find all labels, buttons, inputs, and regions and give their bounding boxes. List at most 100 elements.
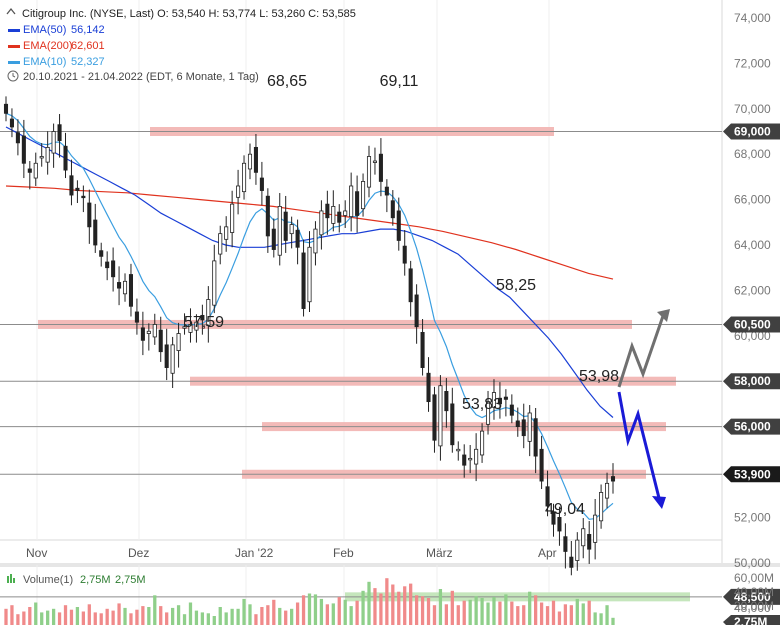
price-tag-label: 69,000 <box>734 125 771 139</box>
candle-body <box>515 420 520 427</box>
candle-body <box>503 396 508 400</box>
volume-bar <box>474 596 478 625</box>
candle-body <box>164 344 169 368</box>
candle-body <box>81 195 86 199</box>
candle-body <box>521 419 526 437</box>
candle-body <box>146 330 151 334</box>
volume-bar <box>379 593 383 625</box>
candle-body <box>57 124 62 141</box>
candle-body <box>206 299 211 326</box>
volume-bar <box>295 602 300 625</box>
volume-bar <box>557 611 562 625</box>
candle-body <box>122 280 128 295</box>
volume-bar <box>81 611 85 625</box>
volume-bar <box>456 605 460 625</box>
month-label: Nov <box>26 546 47 560</box>
candle-body <box>444 391 449 412</box>
candle-body <box>474 448 479 465</box>
volume-bar <box>206 613 210 625</box>
volume-bar <box>301 595 306 625</box>
candle-body <box>283 211 288 241</box>
candle-body <box>301 252 306 309</box>
candle-body <box>593 514 598 543</box>
candle-body <box>432 394 437 441</box>
candle-body <box>557 517 562 532</box>
volume-bar <box>486 602 490 625</box>
candle-body <box>390 200 395 219</box>
volume-bar <box>230 608 234 625</box>
volume-bar <box>170 607 175 625</box>
price-tick-label: 64,000 <box>734 238 771 252</box>
candle-body <box>99 250 104 257</box>
candle-body <box>599 492 604 522</box>
volume-bar <box>260 607 264 625</box>
month-label: Jan '22 <box>235 546 274 560</box>
clock-hand <box>12 73 16 78</box>
volume-bar <box>212 616 216 625</box>
volume-bar <box>313 594 318 625</box>
volume-title: Volume(1) <box>23 574 73 586</box>
candle-body <box>265 195 270 237</box>
volume-bar <box>182 614 187 625</box>
candle-body <box>551 511 556 525</box>
volume-bar <box>534 595 538 625</box>
price-tag-label: 60,500 <box>734 317 771 331</box>
ema200-line <box>5 185 614 280</box>
candle-body <box>111 260 116 278</box>
candle-body <box>271 228 276 250</box>
candle-body <box>343 210 348 216</box>
price-annotation: 68,65 <box>267 73 307 90</box>
candle-body <box>325 203 330 219</box>
volume-bar <box>545 606 550 625</box>
volume-bar <box>397 591 401 625</box>
candle-body <box>491 392 497 408</box>
candle-body <box>63 145 68 171</box>
candle-body <box>51 131 56 154</box>
legend-label: EMA(50) <box>23 24 66 36</box>
month-label: März <box>426 546 453 560</box>
candle-body <box>319 210 324 236</box>
price-tick-label: 62,000 <box>734 283 771 297</box>
candle-body <box>158 329 163 353</box>
volume-bar <box>93 612 97 625</box>
legend-value: 62,601 <box>71 40 105 52</box>
volume-bar <box>111 610 115 625</box>
volume-bar <box>432 605 437 625</box>
candle-body <box>93 219 98 246</box>
volume-bar <box>200 612 205 625</box>
volume-bar <box>141 606 145 625</box>
candle-body <box>539 448 544 482</box>
price-annotations: 68,65 69,11 57,59 58,25 53,83 53,98 49,04 <box>184 73 619 518</box>
volume-bar <box>605 605 609 625</box>
volume-bar <box>563 604 568 625</box>
volume-bar <box>337 597 341 625</box>
volume-bar <box>349 606 353 625</box>
price-tick-label: 52,000 <box>734 510 771 524</box>
chart-header: Citigroup Inc. (NYSE, Last) O: 53,540 H:… <box>6 7 356 83</box>
candle-body <box>247 153 253 170</box>
volume-bar <box>522 605 526 625</box>
bear-arrowhead <box>652 496 666 509</box>
month-label: Apr <box>538 546 557 560</box>
volume-bar <box>290 608 294 625</box>
volume-bar <box>593 612 597 625</box>
volume-bar <box>272 599 276 625</box>
volume-bar <box>57 612 62 625</box>
volume-bar <box>236 608 240 625</box>
chart-period: 20.10.2021 - 21.04.2022 (EDT, 6 Monate, … <box>23 71 259 83</box>
volume-bar <box>40 612 44 625</box>
volume-bar <box>16 614 20 625</box>
volume-bar <box>391 584 395 625</box>
candle-body <box>438 385 443 447</box>
candle-body <box>450 403 455 446</box>
volume-bar <box>46 610 50 625</box>
candle-body <box>230 203 235 233</box>
candle-body <box>307 246 312 303</box>
candlesticks <box>3 96 616 576</box>
volume-bar <box>34 602 38 625</box>
volume-bar <box>373 588 377 625</box>
volume-bar <box>403 586 407 625</box>
volume-icon <box>7 576 9 583</box>
volume-bar <box>569 605 573 625</box>
